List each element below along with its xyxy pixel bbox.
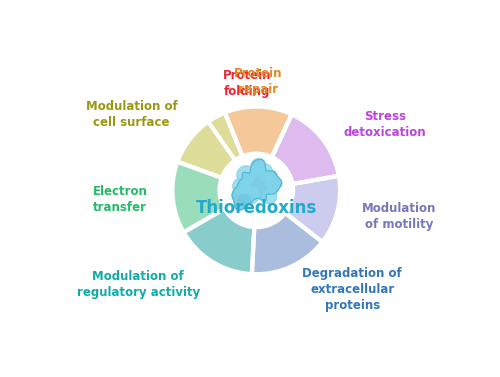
Text: Modulation of
cell surface: Modulation of cell surface: [86, 100, 178, 129]
Polygon shape: [210, 107, 290, 160]
Polygon shape: [232, 159, 281, 210]
Polygon shape: [262, 189, 276, 204]
Text: Electron
transfer: Electron transfer: [92, 185, 148, 215]
Polygon shape: [266, 176, 280, 190]
Text: Modulation
of motility: Modulation of motility: [362, 202, 436, 231]
Text: Protein
repair: Protein repair: [234, 66, 282, 95]
Polygon shape: [254, 214, 321, 274]
Text: Protein
folding: Protein folding: [222, 69, 271, 98]
Polygon shape: [178, 113, 242, 177]
Polygon shape: [227, 107, 290, 156]
Text: Thioredoxins: Thioredoxins: [196, 199, 317, 217]
Text: Stress
detoxication: Stress detoxication: [344, 110, 426, 139]
Polygon shape: [238, 195, 250, 207]
Polygon shape: [172, 164, 224, 230]
Polygon shape: [256, 164, 272, 180]
Polygon shape: [251, 159, 266, 173]
Polygon shape: [243, 187, 260, 204]
Polygon shape: [237, 166, 255, 184]
Polygon shape: [232, 178, 249, 195]
Text: Modulation of
regulatory activity: Modulation of regulatory activity: [76, 270, 200, 299]
Polygon shape: [185, 210, 254, 274]
Text: Degradation of
extracellular
proteins: Degradation of extracellular proteins: [302, 267, 402, 312]
Polygon shape: [272, 115, 338, 183]
Polygon shape: [286, 178, 340, 240]
